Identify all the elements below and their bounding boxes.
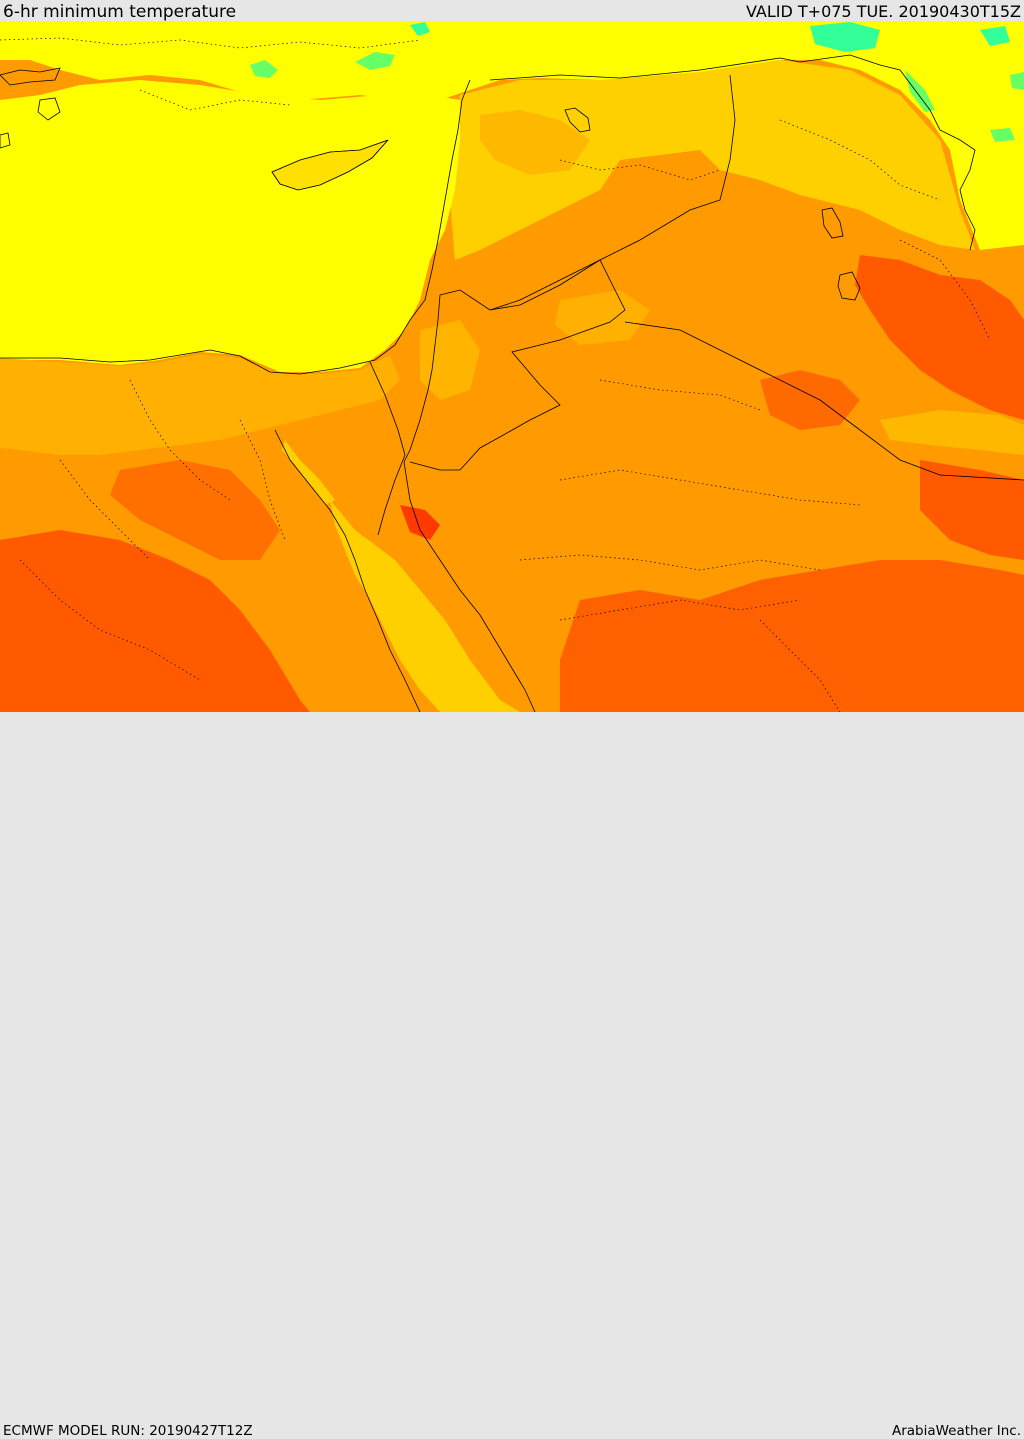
map-title: 6-hr minimum temperature: [3, 2, 237, 22]
red-zone-east: [920, 460, 1024, 560]
syria-iraq-border: [489, 74, 736, 311]
crete-outline: [0, 132, 11, 149]
model-run-label: ECMWF MODEL RUN: 20190427T12Z: [3, 1423, 253, 1439]
saudi-iraq-border: [624, 321, 1024, 481]
green-spot-6: [905, 70, 935, 112]
north-yellow-band: [0, 21, 1024, 250]
admin-boundaries: [0, 37, 991, 712]
levant-coastline: [0, 79, 471, 375]
green-spot-8: [1010, 72, 1024, 90]
footer-bar: ECMWF MODEL RUN: 20190427T12Z ArabiaWeat…: [0, 712, 1024, 1438]
egypt-coastal-band: [0, 354, 400, 455]
red-zone-south-egypt: [0, 530, 310, 712]
red-zone-saudi-south: [560, 560, 1024, 712]
gulf-of-suez: [282, 440, 335, 505]
red-zone-central: [760, 370, 860, 430]
sinai-border: [369, 361, 406, 536]
valid-time: VALID T+075 TUE. 20190430T15Z: [745, 2, 1021, 21]
light-patch-saudi-north: [555, 290, 650, 345]
greek-islands-2: [37, 97, 61, 121]
lake-assad: [564, 107, 591, 133]
greek-islands-1: [0, 67, 61, 86]
turkey-syria-border: [489, 54, 881, 81]
credit-label: ArabiaWeather Inc.: [891, 1423, 1021, 1439]
header-bar: 6-hr minimum temperature VALID T+075 TUE…: [0, 0, 1024, 21]
light-orange-zone: [450, 60, 975, 260]
country-borders: [0, 54, 1024, 712]
red-sea-west-coast: [274, 429, 421, 712]
green-spot-5: [980, 26, 1010, 46]
green-spot-1: [250, 60, 278, 78]
temperature-map: [0, 21, 1024, 712]
light-patch-gulf: [880, 410, 1024, 455]
red-sea-east-coast: [403, 461, 536, 712]
dead-sea-line: [403, 294, 441, 463]
light-patch-jordan: [420, 320, 480, 400]
cyprus-outline: [271, 139, 389, 191]
red-sea: [330, 500, 520, 712]
red-zone-aqaba: [400, 505, 440, 540]
light-orange-patch-1: [480, 110, 590, 175]
red-zone-iraq: [855, 255, 1024, 420]
green-spot-2: [355, 52, 395, 70]
mediterranean-sea: [0, 80, 460, 372]
green-spot-7: [990, 128, 1015, 142]
green-spot-3: [410, 22, 430, 36]
iran-iraq-border: [879, 64, 976, 251]
jordan-border: [409, 259, 626, 471]
lake-razazah: [837, 271, 861, 301]
green-spot-4: [810, 22, 880, 52]
red-zone-egypt-inner: [110, 460, 280, 560]
lake-tharthar: [821, 207, 844, 239]
